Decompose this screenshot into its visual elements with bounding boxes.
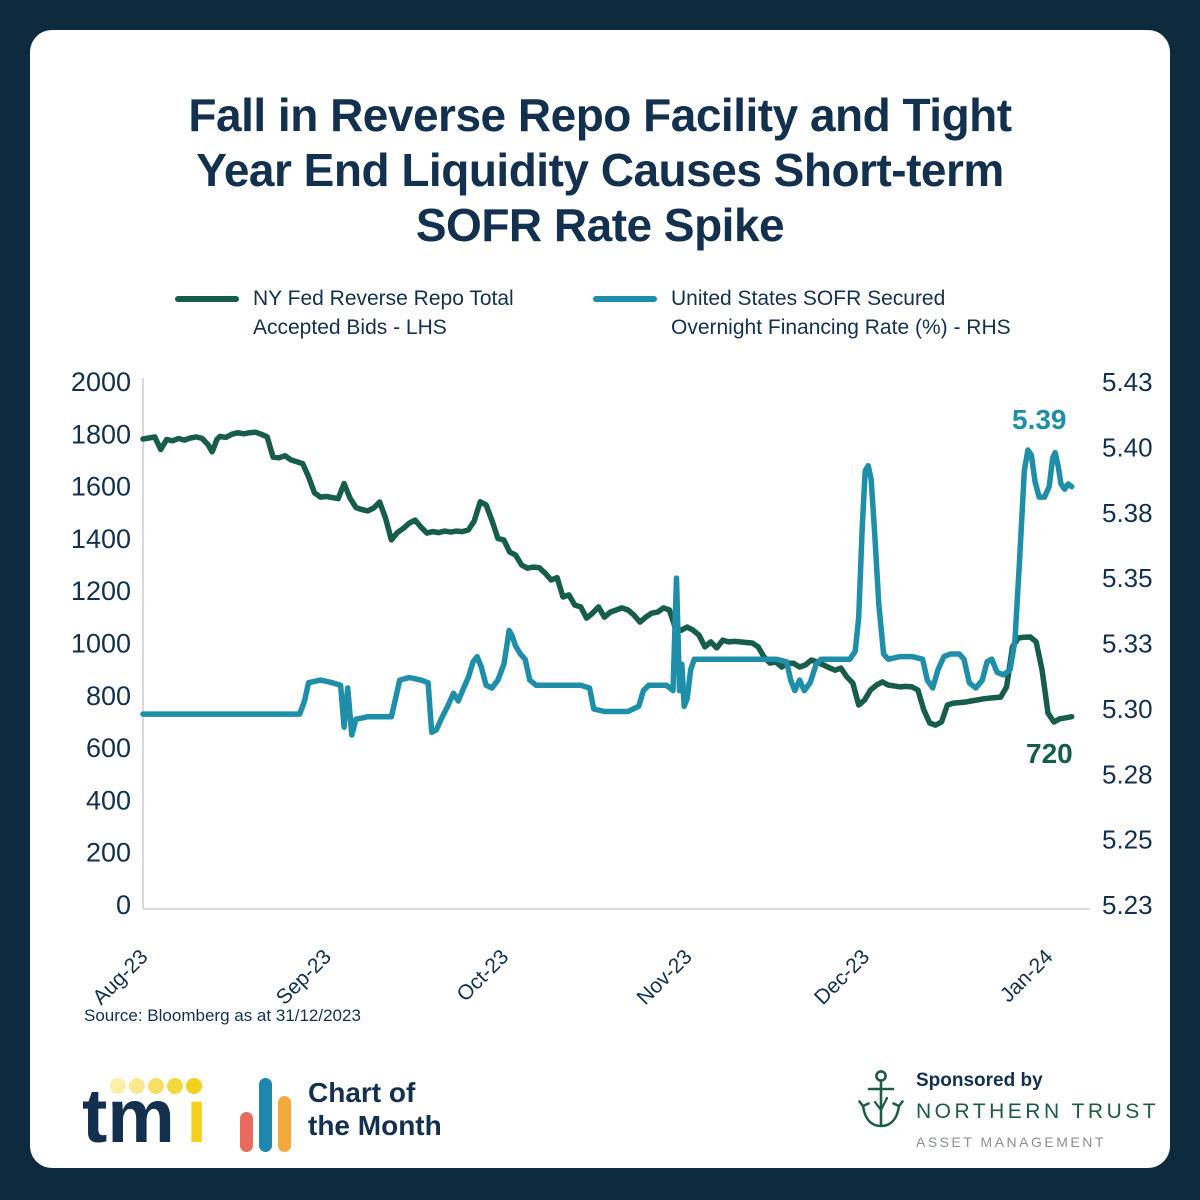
legend-sofr-line2: Overnight Financing Rate (%) - RHS [671,316,1011,339]
tmi-letter-i: ı [186,1076,207,1148]
right-axis-tick-label: 5.28 [1102,759,1153,789]
legend-rrp-line1: NY Fed Reverse Repo Total [253,287,514,310]
sofr-line-series [140,447,1075,738]
legend-label-rrp: NY Fed Reverse Repo Total Accepted Bids … [253,284,514,342]
northern-trust-label: NORTHERN TRUST [916,1100,1160,1123]
bar-chart-icon [240,1078,291,1152]
left-axis-tick-label: 600 [86,733,131,763]
right-axis-tick-label: 5.40 [1102,432,1153,462]
title-line-3: SOFR Rate Spike [415,199,785,252]
left-axis-tick-label: 1800 [71,419,131,449]
left-axis-tick-label: 1600 [71,472,131,502]
right-axis-tick-label: 5.23 [1102,890,1153,920]
sponsor-block: Sponsored by NORTHERN TRUST ASSET MANAGE… [858,1068,1159,1150]
right-axis-tick-label: 5.35 [1102,563,1153,593]
com-line2: the Month [308,1110,442,1141]
legend-rrp-line2: Accepted Bids - LHS [253,316,447,339]
com-line1: Chart of [308,1077,416,1108]
legend-label-sofr: United States SOFR Secured Overnight Fin… [671,284,1011,342]
left-axis-tick-label: 1400 [71,524,131,554]
x-axis-tick-label: Sep-23 [272,945,336,1009]
title-line-1: Fall in Reverse Repo Facility and Tight [188,89,1012,141]
asset-management-label: ASSET MANAGEMENT [916,1134,1106,1150]
right-axis-tick-label: 5.30 [1102,694,1153,724]
x-axis-tick-label: Oct-23 [453,945,514,1006]
source-text: Source: Bloomberg as at 31/12/2023 [84,1006,361,1025]
x-axis-tick-label: Aug-23 [88,945,152,1009]
right-axis-tick-label: 5.33 [1102,629,1153,659]
northern-trust-anchor-icon [858,1070,904,1128]
legend-swatch-sofr [593,296,657,302]
right-axis-tick-label: 5.25 [1102,825,1153,855]
right-axis-tick-label: 5.43 [1102,367,1153,397]
legend: NY Fed Reverse Repo Total Accepted Bids … [0,284,1200,350]
sofr-end-annotation: 5.39 [1012,404,1067,435]
left-axis-tick-label: 0 [116,890,131,920]
x-axis-tick-label: Dec-23 [810,945,874,1009]
sponsored-by-label: Sponsored by [916,1070,1043,1091]
left-axis-tick-label: 1000 [71,629,131,659]
left-axis-tick-label: 800 [86,681,131,711]
x-axis-tick-label: Jan-24 [996,945,1058,1007]
chart-of-the-month-logo: Chart of the Month [240,1074,442,1152]
title-line-2: Year End Liquidity Causes Short-term [196,144,1004,197]
left-axis-tick-label: 200 [86,838,131,868]
legend-item-rrp: NY Fed Reverse Repo Total Accepted Bids … [175,284,514,342]
legend-sofr-line1: United States SOFR Secured [671,287,946,310]
left-axis-tick-label: 2000 [71,367,131,397]
left-axis-tick-label: 1200 [71,576,131,606]
right-axis-tick-label: 5.38 [1102,498,1153,528]
left-axis-tick-label: 400 [86,785,131,815]
legend-item-sofr: United States SOFR Secured Overnight Fin… [593,284,1011,342]
rrp-end-annotation: 720 [1026,738,1073,769]
tmi-logo: tm ı [82,1076,207,1148]
x-axis-tick-label: Nov-23 [633,945,697,1009]
chart-card [30,30,1170,1168]
footer: tm ı Chart of the Month [0,1062,1200,1162]
legend-swatch-rrp [175,296,239,302]
sponsor-text: Sponsored by NORTHERN TRUST ASSET MANAGE… [916,1068,1159,1150]
chart-title: Fall in Reverse Repo Facility and Tight … [60,88,1140,254]
rrp-line-series [140,429,1075,728]
chart-of-the-month-label: Chart of the Month [308,1076,442,1142]
tmi-dots-icon [110,1078,202,1094]
